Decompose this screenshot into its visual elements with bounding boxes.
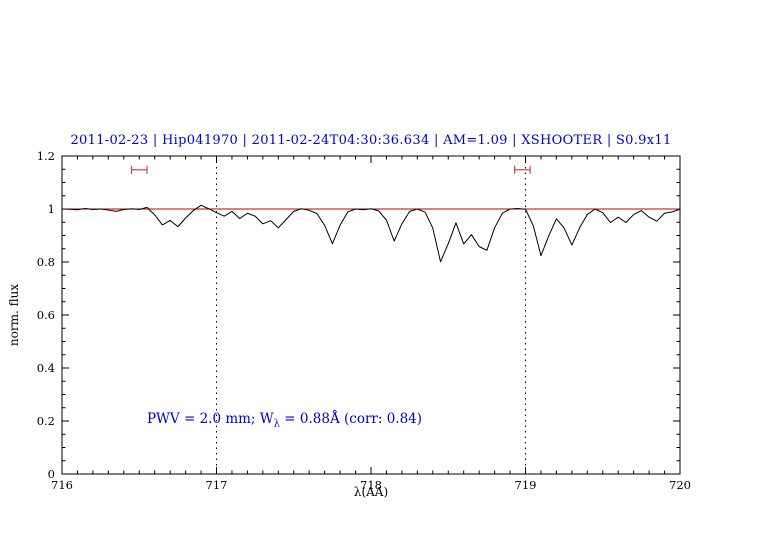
y-tick-label: 0 — [48, 467, 55, 481]
x-axis-label: λ(AA) — [354, 485, 388, 499]
pwv-marker — [130, 165, 148, 174]
x-tick-label: 720 — [669, 478, 691, 492]
y-tick-label: 0.6 — [37, 308, 55, 322]
axes-layer: 716 717 718 719 720 0 0.2 0.4 0.6 0.8 1 1.2 — [37, 149, 691, 492]
y-tick-label: 0.2 — [37, 414, 55, 428]
x-tick-label: 719 — [515, 478, 537, 492]
x-tick-label: 716 — [51, 478, 73, 492]
y-axis-label: norm. flux — [7, 284, 21, 346]
chart-title: 2011-02-23 | Hip041970 | 2011-02-24T04:3… — [70, 133, 672, 148]
annotation-suffix: = 0.88Å (corr: 0.84) — [280, 410, 423, 427]
x-tick-label: 718 — [360, 478, 382, 492]
annotation-lambda-subscript: λ — [273, 418, 280, 430]
y-tick-label: 1 — [48, 202, 55, 216]
x-tick-label: 717 — [206, 478, 228, 492]
spectrum-line — [61, 204, 681, 263]
pwv-marker — [514, 165, 531, 174]
y-tick-label: 1.2 — [37, 149, 55, 163]
y-tick-label: 0.4 — [37, 361, 55, 375]
data-layer — [61, 156, 681, 474]
y-tick-label: 0.8 — [37, 255, 55, 269]
pwv-annotation: PWV = 2.0 mm; Wλ = 0.88Å (corr: 0.84) — [147, 411, 422, 430]
annotation-prefix: PWV = 2.0 mm; W — [146, 410, 274, 427]
